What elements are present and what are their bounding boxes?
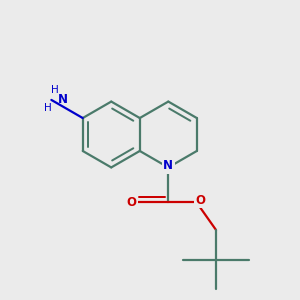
Text: N: N xyxy=(163,159,173,172)
Text: N: N xyxy=(58,93,68,106)
Text: H: H xyxy=(51,85,58,95)
Text: O: O xyxy=(195,194,205,207)
Text: H: H xyxy=(44,103,52,113)
Text: O: O xyxy=(127,196,136,208)
